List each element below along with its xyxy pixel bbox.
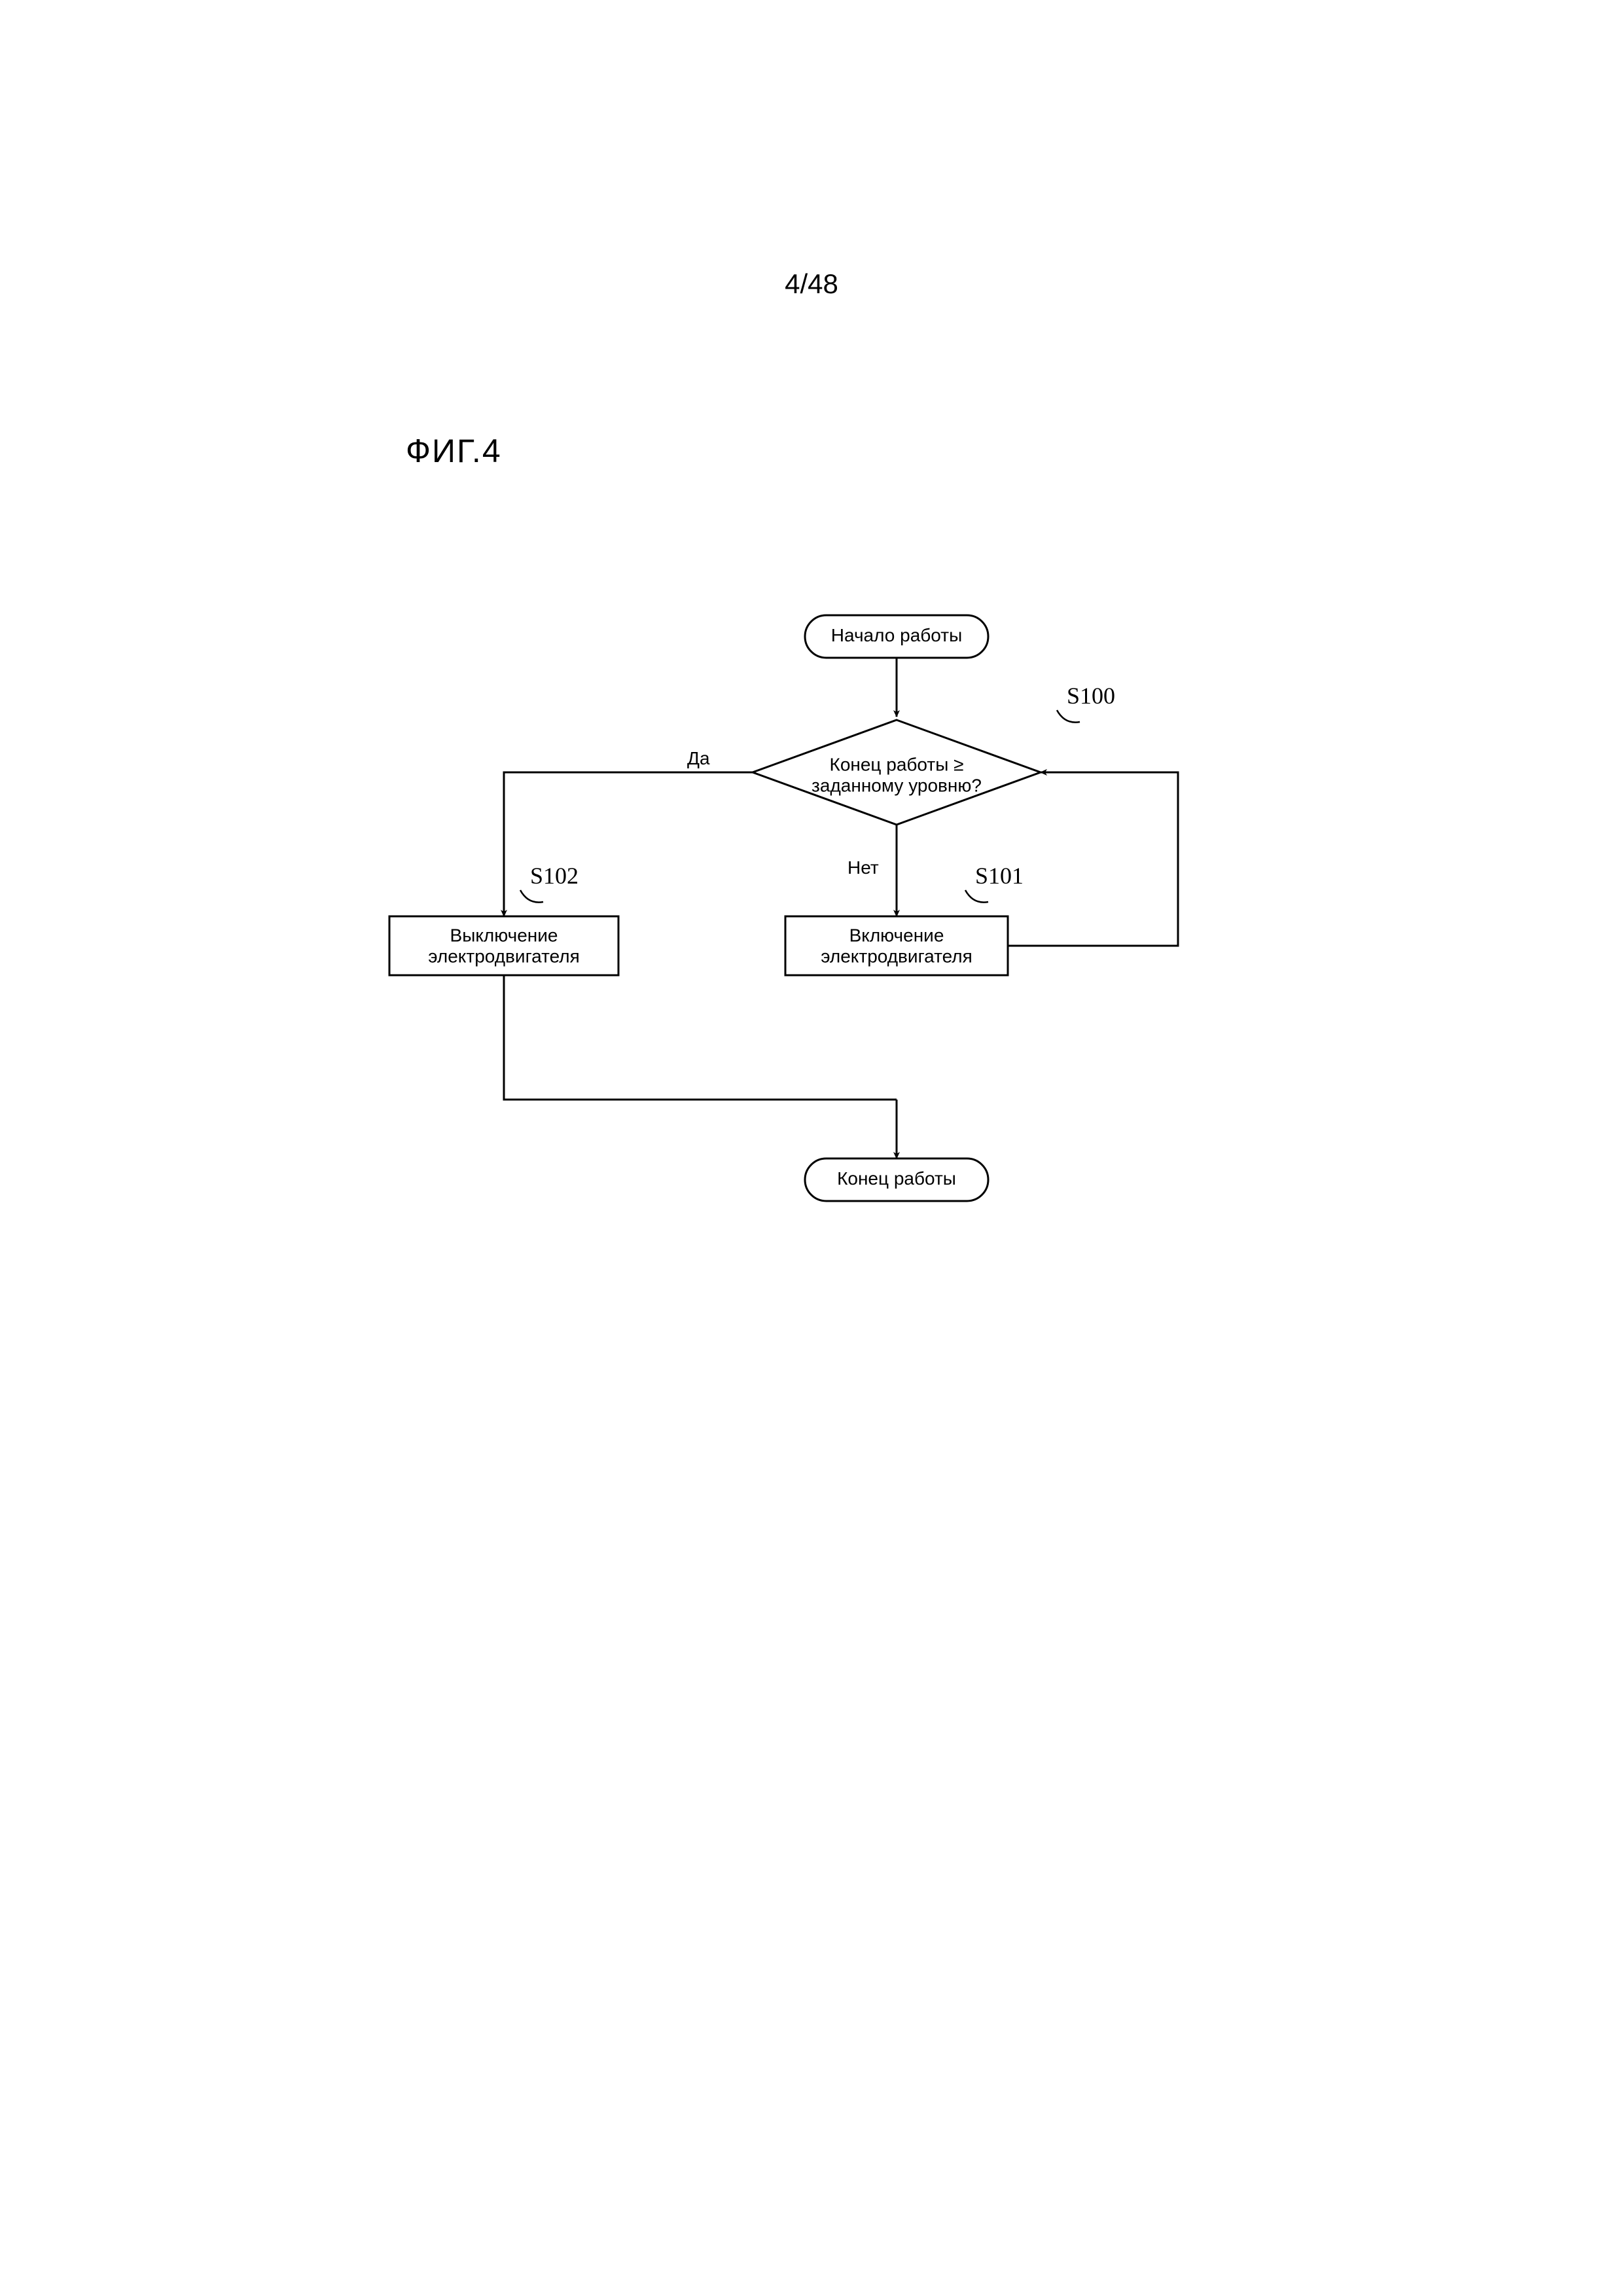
svg-text:Начало работы: Начало работы [831,625,962,645]
svg-text:заданному уровню?: заданному уровню? [812,775,982,795]
svg-text:электродвигателя: электродвигателя [821,946,972,966]
svg-text:S101: S101 [975,863,1024,889]
svg-text:Да: Да [687,748,710,768]
svg-text:Нет: Нет [847,857,879,878]
svg-text:S100: S100 [1067,683,1115,709]
figure-title: ФИГ.4 [406,432,502,470]
svg-text:Включение: Включение [849,925,944,945]
svg-text:Конец работы ≥: Конец работы ≥ [830,754,964,774]
flowchart-svg: Начало работы Конец работы ≥заданному уро… [308,589,1289,1244]
svg-text:Конец работы: Конец работы [837,1168,956,1189]
svg-text:S102: S102 [530,863,579,889]
svg-text:электродвигателя: электродвигателя [428,946,580,966]
page-number: 4/48 [0,268,1623,300]
svg-text:Выключение: Выключение [450,925,558,945]
page: 4/48 ФИГ.4 Начало работы Конец работы ≥за… [0,0,1623,2296]
